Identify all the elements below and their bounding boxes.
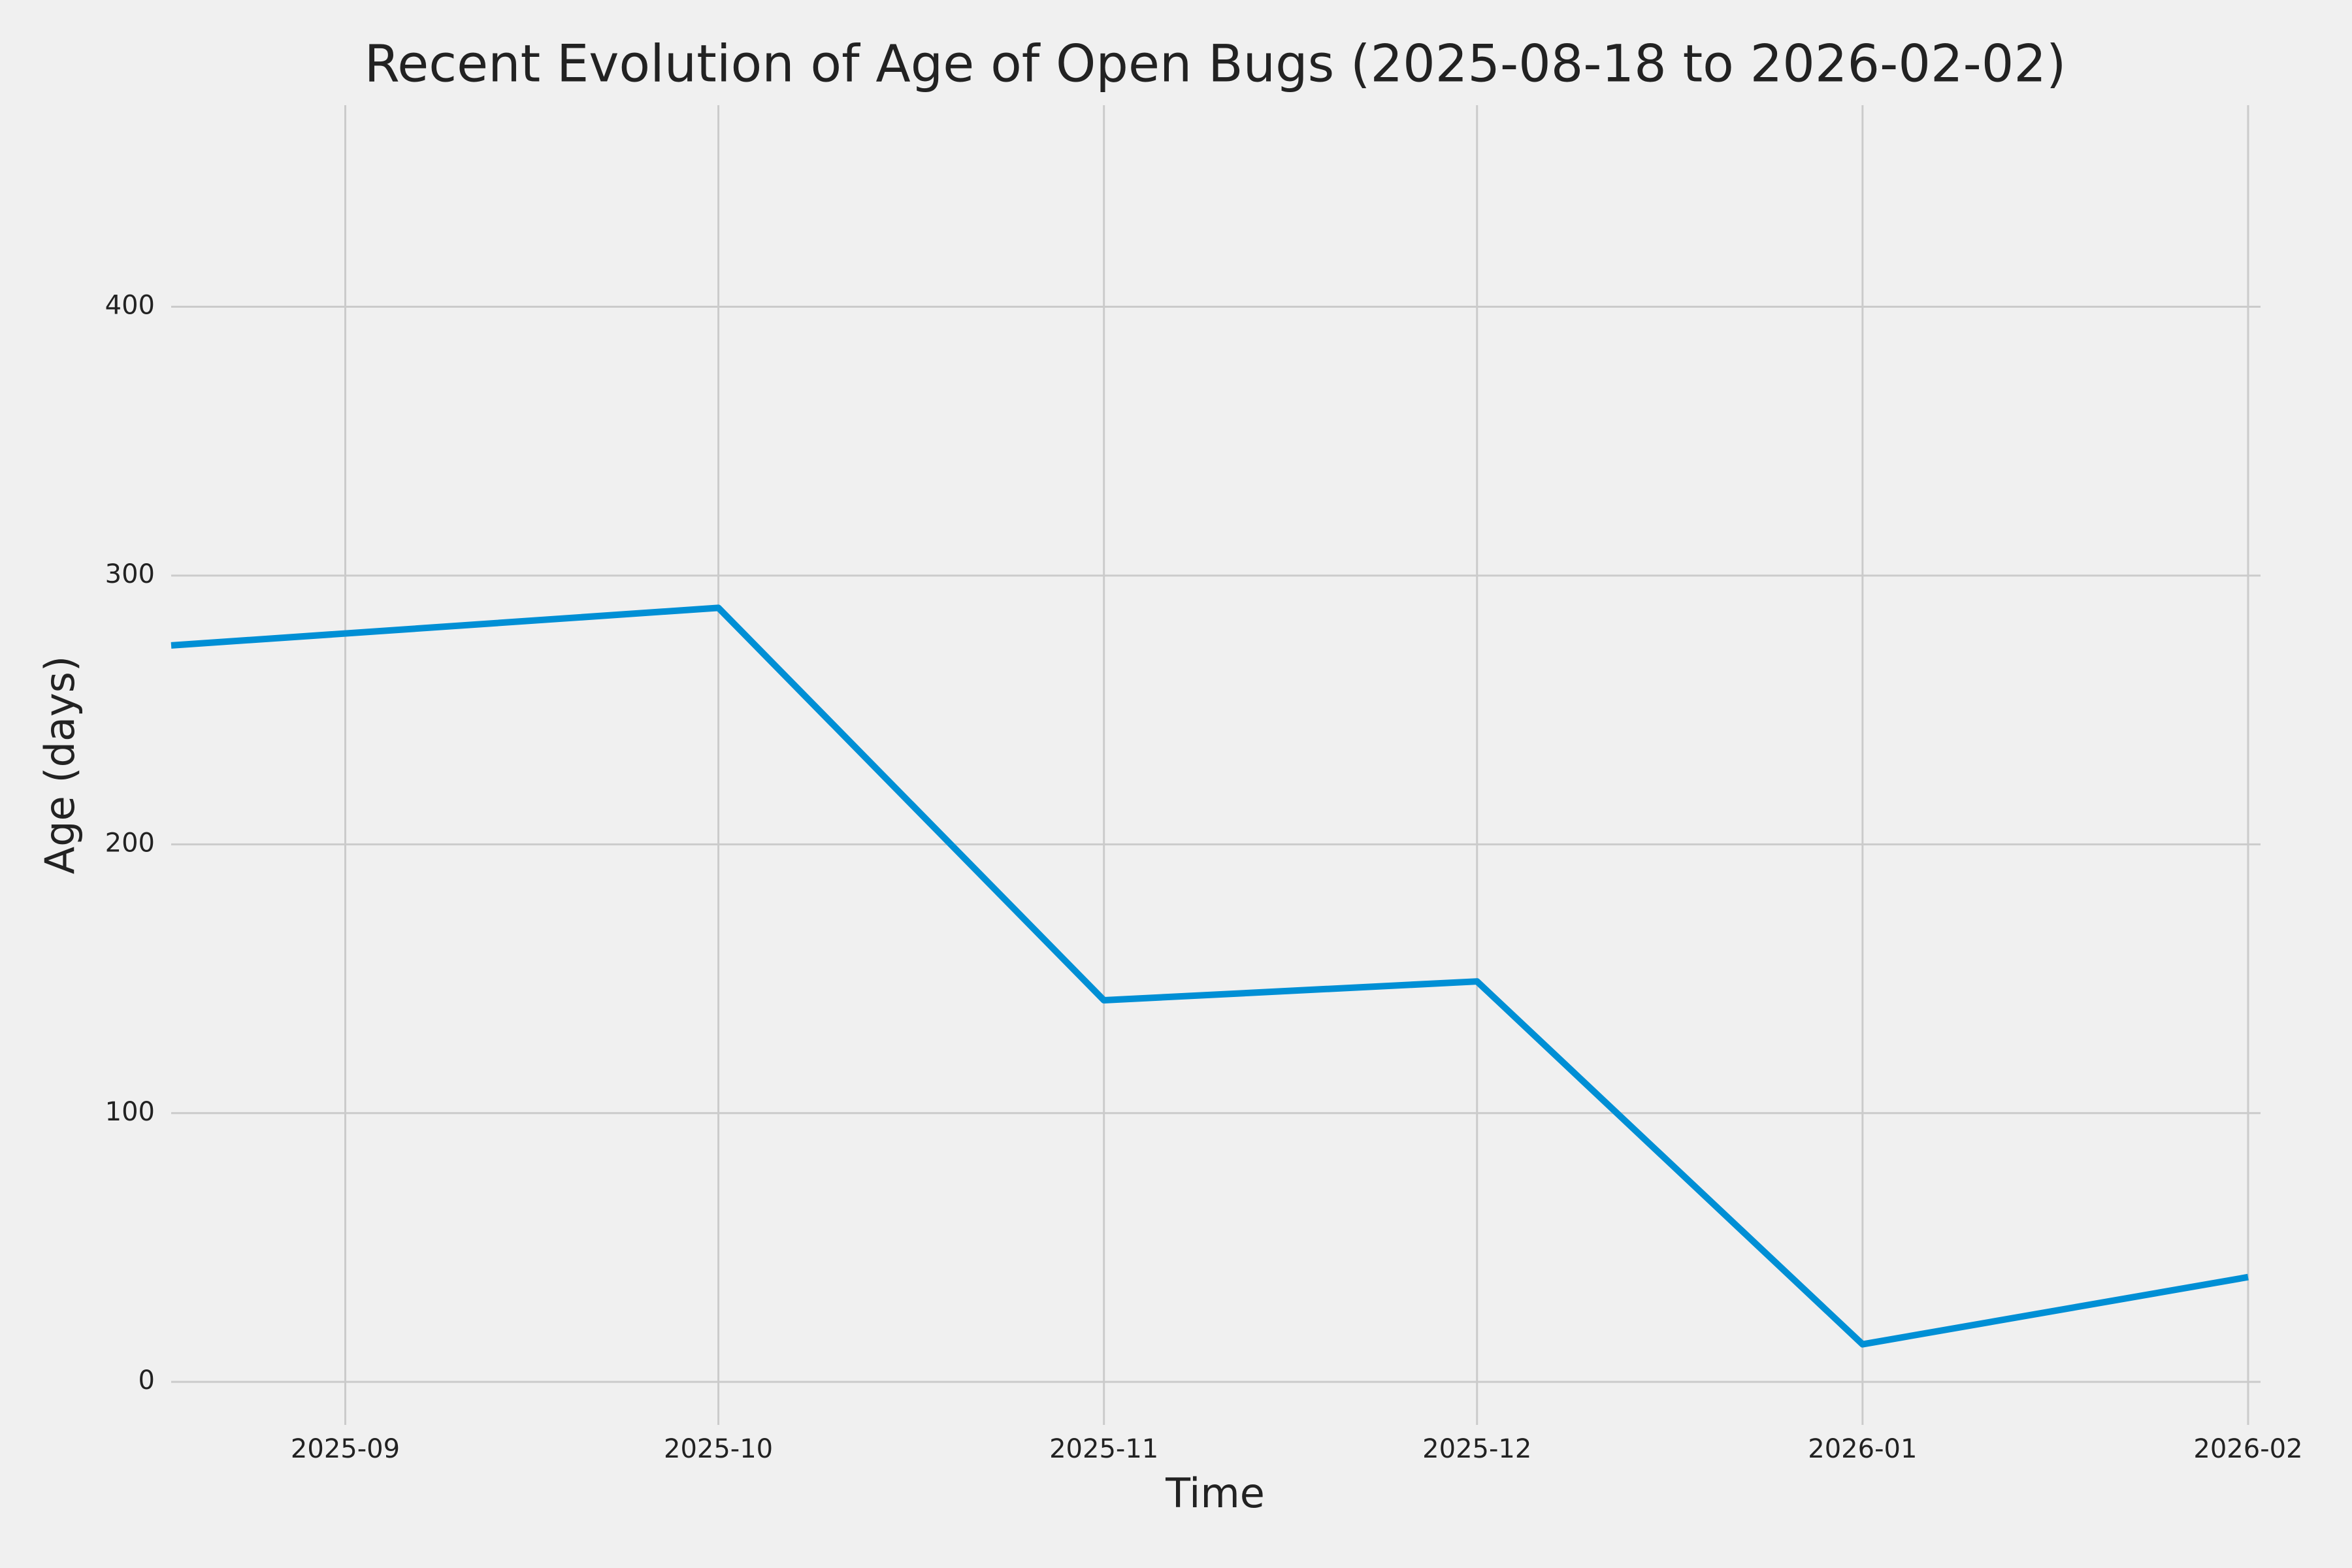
chart-title: Recent Evolution of Age of Open Bugs (20… <box>365 35 2066 93</box>
x-tick-label: 2026-01 <box>1808 1434 1917 1464</box>
x-tick-label: 2025-12 <box>1422 1434 1531 1464</box>
x-tick-label: 2026-02 <box>2193 1434 2302 1464</box>
x-axis-label: Time <box>1165 1469 1265 1517</box>
y-tick-label: 0 <box>139 1365 155 1396</box>
y-tick-label: 100 <box>105 1097 155 1127</box>
data-line <box>171 604 2249 1348</box>
y-axis-label: Age (days) <box>36 656 84 874</box>
y-tick-label: 200 <box>105 828 155 858</box>
y-tick-label: 300 <box>105 559 155 589</box>
x-tick-label: 2025-09 <box>291 1434 400 1464</box>
y-tick-label: 400 <box>105 291 155 321</box>
x-tick-label: 2025-10 <box>664 1434 773 1464</box>
x-tick-label: 2025-11 <box>1049 1434 1158 1464</box>
